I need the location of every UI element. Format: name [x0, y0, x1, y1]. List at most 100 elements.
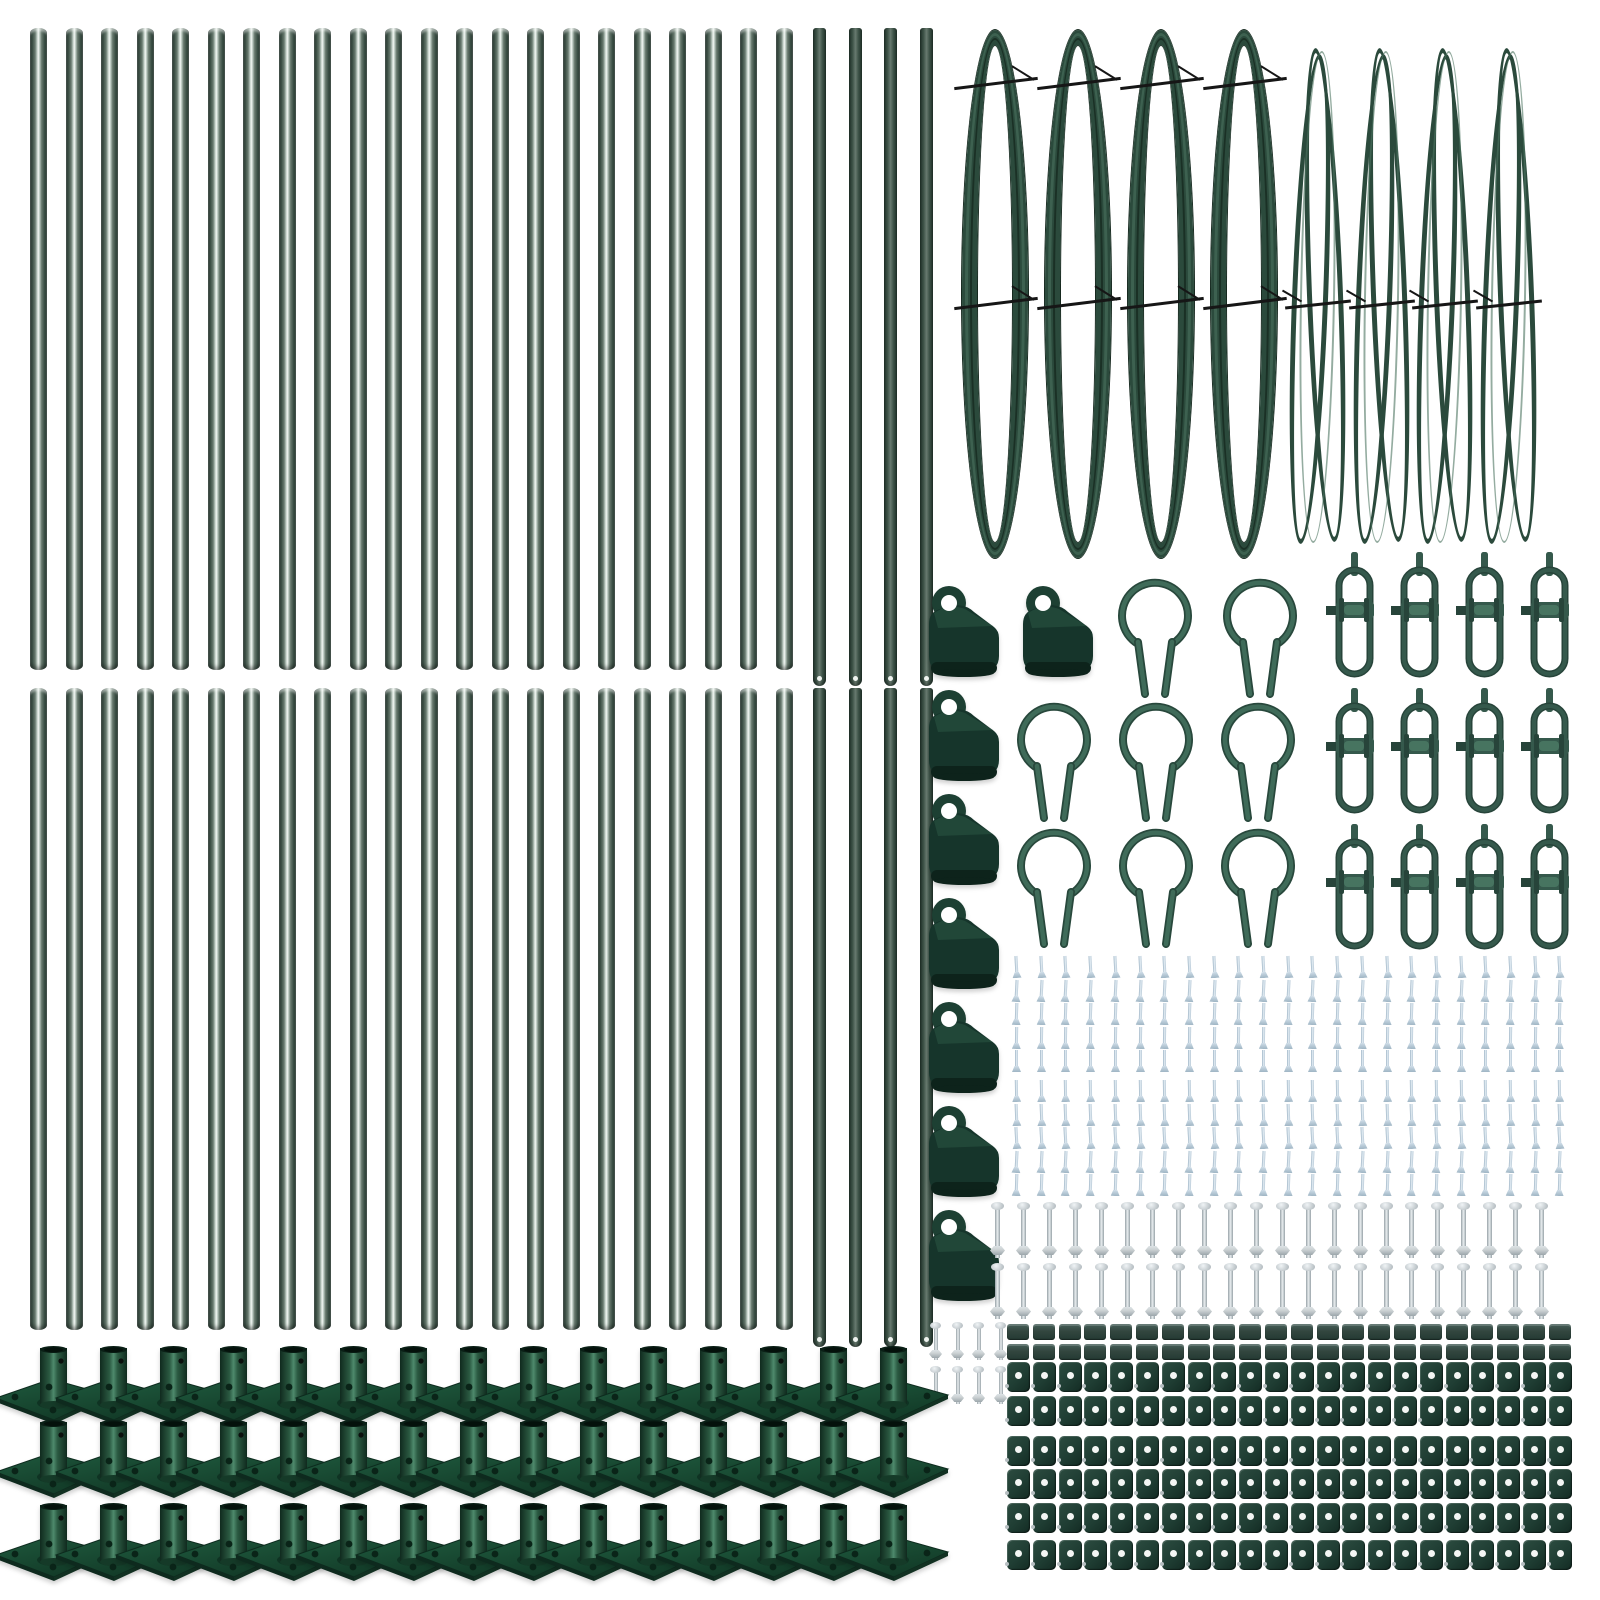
bracket-pin [1495, 1562, 1499, 1566]
bracket-hole [1041, 1446, 1048, 1453]
screw-shank [1558, 1050, 1561, 1066]
screw-shank [1557, 979, 1562, 997]
bolt-nut [994, 1394, 1007, 1402]
screw [1481, 1002, 1491, 1025]
mesh-bracket [1082, 1362, 1107, 1392]
bolt-head [1069, 1263, 1082, 1271]
screw [1234, 1050, 1243, 1072]
base-plate [834, 1420, 950, 1498]
bolt-shank [1461, 1208, 1466, 1258]
screw [1481, 1103, 1491, 1126]
screw [1283, 979, 1293, 1002]
bracket-pin [1031, 1384, 1035, 1388]
screw [1036, 979, 1046, 1002]
screw [1111, 1002, 1121, 1025]
screw-head [1037, 1143, 1046, 1149]
screw-head [1407, 1120, 1416, 1126]
screw [1061, 1079, 1070, 1102]
fence-post [705, 28, 722, 670]
screw [1357, 1150, 1367, 1173]
bracket-pin [1211, 1491, 1215, 1495]
screw [1012, 1050, 1021, 1072]
screw [1185, 1002, 1195, 1025]
screw-head [1259, 1043, 1268, 1049]
bracket-hole [1170, 1446, 1177, 1453]
bolt [1196, 1263, 1213, 1321]
fence-post [385, 28, 402, 670]
screw-shank [1434, 1173, 1439, 1191]
bolt-shank [1021, 1269, 1026, 1319]
screw-head [1357, 996, 1366, 1002]
mesh-bracket [1108, 1503, 1133, 1533]
screw-head [1432, 1120, 1441, 1126]
bracket-pin [1211, 1562, 1215, 1566]
screw [1481, 1173, 1491, 1196]
screw-shank [1064, 1050, 1067, 1066]
screw-shank [1014, 979, 1019, 997]
bolt-shank [1384, 1269, 1389, 1319]
screw-head [1506, 1066, 1515, 1072]
mesh-bracket [1289, 1396, 1314, 1426]
bracket-hole [1350, 1479, 1357, 1486]
screw [1383, 1103, 1393, 1126]
bolt-nut [1534, 1246, 1549, 1255]
bolt-head [1224, 1263, 1237, 1271]
screw-shank [1459, 1173, 1464, 1191]
bolt-nut [1145, 1246, 1160, 1255]
bracket-hole [1428, 1372, 1435, 1379]
bolt-shank [1099, 1208, 1104, 1258]
screw-shank [1534, 1050, 1537, 1066]
mesh-bracket [1469, 1469, 1494, 1499]
mesh-bracket [1469, 1362, 1494, 1392]
bolt-shank [1125, 1208, 1130, 1258]
screw-head [1111, 1019, 1120, 1025]
screw [1284, 1050, 1293, 1072]
screw-head [1432, 972, 1441, 978]
bolt-nut [1120, 1246, 1135, 1255]
screw-head [1481, 1143, 1490, 1149]
fence-post [243, 28, 260, 670]
bracket-hole [1402, 1513, 1409, 1520]
fence-post [101, 688, 118, 1330]
bolt [1119, 1263, 1136, 1321]
spacer-block [1446, 1344, 1468, 1360]
fence-post [563, 688, 580, 1330]
bolt-head [1121, 1263, 1134, 1271]
screw [1061, 1103, 1071, 1126]
screw-shank [1533, 1150, 1538, 1168]
bracket-hole [1557, 1446, 1564, 1453]
screw-head [1037, 1043, 1046, 1049]
bracket-hole [1144, 1446, 1151, 1453]
bolt [1300, 1202, 1317, 1260]
screw-shank [1335, 1079, 1340, 1097]
fence-post [137, 688, 154, 1330]
bolt-head [1017, 1202, 1030, 1210]
screw [1184, 955, 1194, 978]
mesh-bracket [1418, 1396, 1443, 1426]
screw [1037, 1002, 1047, 1025]
screw-head [1259, 1066, 1268, 1072]
bracket-pin [1186, 1384, 1190, 1388]
mesh-bracket [1340, 1540, 1365, 1570]
bracket-pin [1082, 1525, 1086, 1529]
mesh-bracket [1263, 1436, 1288, 1466]
screw-head [1258, 1167, 1267, 1173]
bolt-nut [1404, 1246, 1419, 1255]
screw-head [1185, 1066, 1194, 1072]
bracket-hole [1067, 1406, 1074, 1413]
bracket-pin [1005, 1458, 1009, 1462]
screw-head [1012, 1143, 1021, 1149]
screw-head [1283, 1167, 1292, 1173]
mesh-bracket [1547, 1362, 1572, 1392]
bracket-pin [1547, 1458, 1551, 1462]
bracket-hole [1350, 1550, 1357, 1557]
screw [1307, 955, 1317, 978]
fence-post [421, 688, 438, 1330]
bolt-head [1172, 1263, 1185, 1271]
bracket-hole [1273, 1406, 1280, 1413]
bracket-hole [1015, 1446, 1022, 1453]
screw [1012, 1026, 1021, 1049]
bracket-pin [1521, 1418, 1525, 1422]
bracket-pin [1237, 1491, 1241, 1495]
